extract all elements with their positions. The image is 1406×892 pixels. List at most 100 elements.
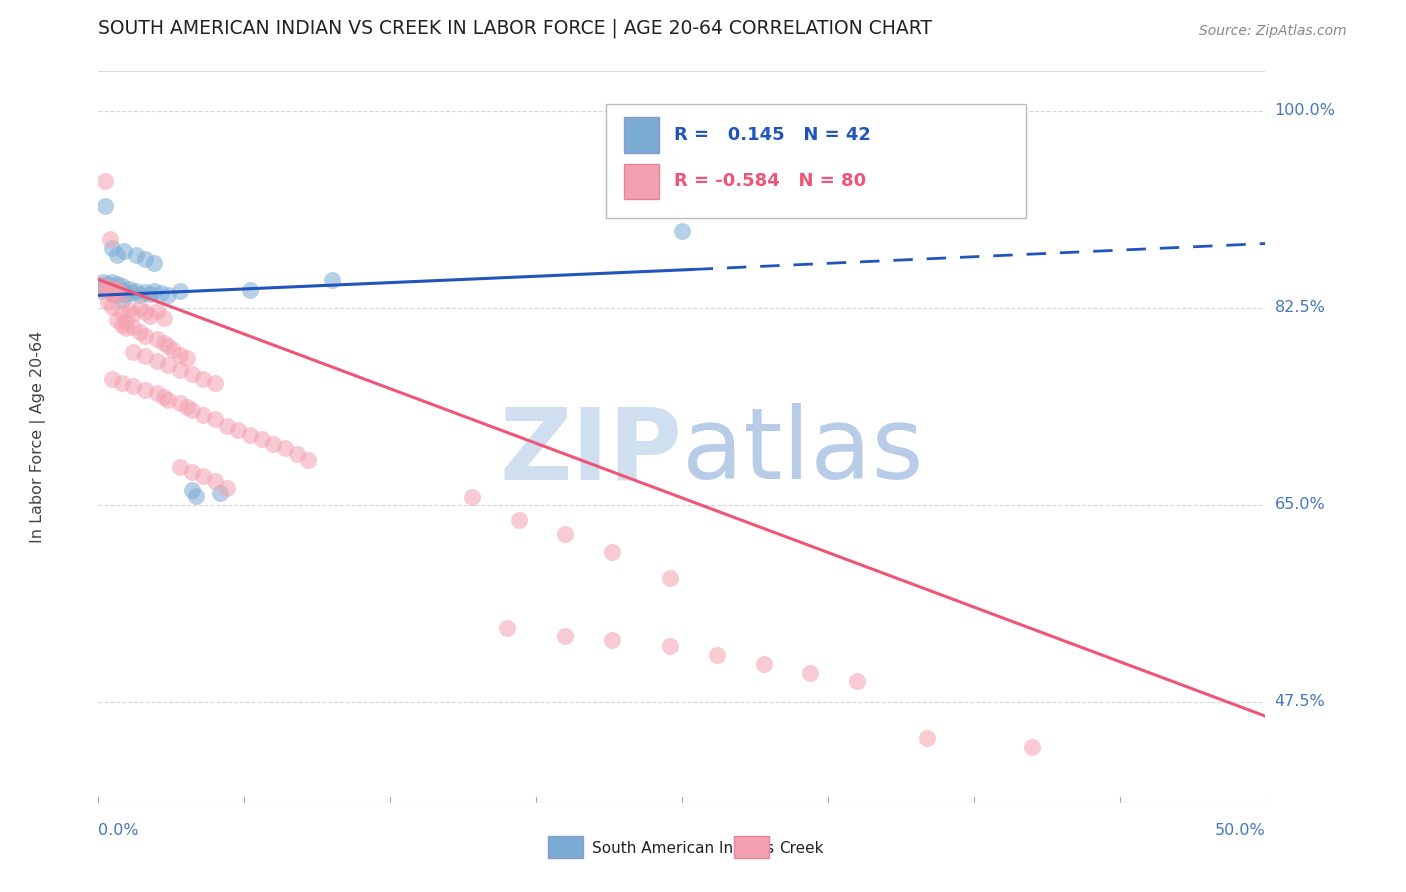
Point (204, 376, 226, 390)
Point (659, 640, 682, 654)
Point (215, 418, 238, 433)
Point (122, 319, 145, 334)
Point (143, 255, 166, 269)
Point (94, 280, 117, 294)
Point (97, 280, 120, 294)
Point (321, 272, 343, 286)
Point (125, 248, 148, 262)
Point (180, 403, 202, 417)
Point (118, 281, 141, 295)
Point (94, 199, 117, 213)
Point (90, 284, 112, 298)
Point (176, 400, 198, 414)
Point (169, 460, 191, 475)
Point (111, 306, 134, 320)
Text: Source: ZipAtlas.com: Source: ZipAtlas.com (1199, 24, 1347, 38)
Point (180, 465, 202, 479)
Point (105, 248, 128, 262)
Point (250, 433, 273, 447)
Point (152, 335, 174, 350)
Point (115, 315, 138, 329)
Point (122, 344, 145, 359)
Point (169, 284, 191, 298)
Point (118, 302, 141, 317)
Text: 100.0%: 100.0% (1275, 103, 1336, 119)
Point (215, 481, 238, 495)
Point (139, 309, 162, 323)
Point (176, 351, 198, 366)
Point (134, 383, 156, 397)
Point (162, 343, 184, 358)
Point (111, 279, 134, 293)
Point (112, 284, 135, 298)
Point (146, 353, 169, 368)
Point (846, 674, 869, 689)
Point (152, 390, 174, 404)
Text: 65.0%: 65.0% (1275, 497, 1326, 512)
Point (208, 486, 231, 500)
Point (111, 293, 134, 307)
Point (274, 442, 297, 456)
Point (104, 281, 127, 295)
Point (111, 318, 134, 332)
Point (111, 376, 134, 390)
Point (112, 244, 135, 259)
Point (799, 666, 821, 681)
Point (134, 285, 156, 299)
Text: In Labor Force | Age 20-64: In Labor Force | Age 20-64 (30, 331, 46, 543)
Point (193, 408, 215, 422)
Point (101, 371, 124, 385)
Point (134, 305, 156, 319)
Point (97, 283, 120, 297)
Point (111, 287, 134, 301)
Point (105, 281, 128, 295)
Point (285, 447, 308, 461)
Text: R = -0.584   N = 80: R = -0.584 N = 80 (673, 172, 866, 190)
Point (129, 301, 152, 315)
Point (101, 286, 124, 301)
Point (671, 224, 693, 238)
Point (90, 278, 112, 293)
Point (122, 379, 145, 393)
Text: 0.0%: 0.0% (98, 823, 139, 838)
Point (122, 307, 145, 321)
Point (115, 321, 138, 335)
Point (193, 371, 215, 385)
Point (554, 526, 576, 541)
Point (105, 277, 128, 291)
Point (125, 284, 148, 298)
Point (97, 277, 120, 291)
Text: ZIP: ZIP (499, 403, 682, 500)
Point (98, 232, 121, 246)
Text: 50.0%: 50.0% (1215, 823, 1265, 838)
FancyBboxPatch shape (606, 104, 1026, 218)
Point (157, 392, 180, 407)
Text: 47.5%: 47.5% (1275, 694, 1326, 709)
Bar (548, 836, 582, 858)
Point (129, 288, 152, 302)
Point (706, 648, 728, 663)
Point (134, 252, 156, 267)
Point (239, 427, 262, 442)
Point (146, 386, 169, 401)
Point (1021, 739, 1043, 754)
Point (97, 295, 120, 310)
Point (90, 278, 112, 293)
Point (496, 621, 519, 635)
Point (180, 367, 202, 381)
Point (98, 284, 121, 298)
Point (180, 483, 202, 497)
Point (101, 287, 124, 301)
Point (91, 279, 114, 293)
Point (94, 173, 117, 187)
Point (157, 288, 180, 302)
Point (659, 571, 682, 585)
Point (554, 629, 576, 643)
Point (105, 313, 128, 327)
Point (101, 241, 124, 255)
Point (297, 452, 319, 467)
Text: 82.5%: 82.5% (1275, 301, 1326, 315)
Point (104, 284, 127, 298)
Point (600, 632, 623, 647)
Point (108, 283, 131, 297)
